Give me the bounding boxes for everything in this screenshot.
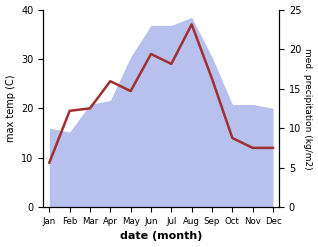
Y-axis label: med. precipitation (kg/m2): med. precipitation (kg/m2) <box>303 48 313 169</box>
X-axis label: date (month): date (month) <box>120 231 202 242</box>
Y-axis label: max temp (C): max temp (C) <box>5 75 16 142</box>
